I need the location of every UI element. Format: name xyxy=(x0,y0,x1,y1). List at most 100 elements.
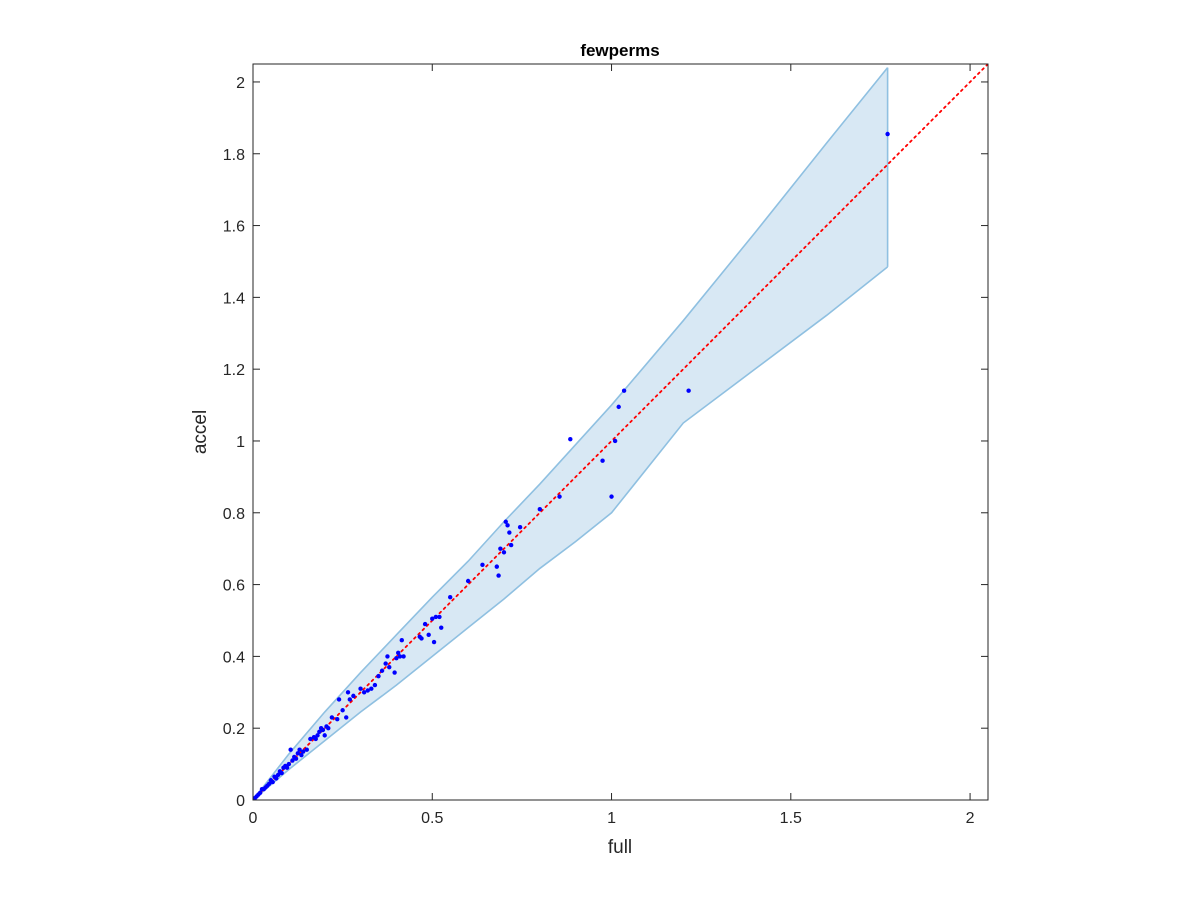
data-point xyxy=(568,436,573,442)
data-point xyxy=(496,573,501,578)
data-point xyxy=(616,404,621,410)
data-point xyxy=(465,578,471,584)
data-point xyxy=(437,614,442,620)
data-point xyxy=(501,550,507,555)
band-lower-edge xyxy=(253,266,889,800)
data-point xyxy=(433,614,439,620)
data-point xyxy=(383,661,388,666)
data-point xyxy=(347,697,353,702)
data-point xyxy=(494,564,500,569)
data-point xyxy=(361,690,367,695)
data-point xyxy=(392,670,397,675)
data-point xyxy=(480,562,485,568)
data-point xyxy=(290,758,295,763)
data-point xyxy=(358,686,363,691)
data-point xyxy=(297,747,302,752)
data-point xyxy=(293,756,299,761)
data-point xyxy=(600,458,605,463)
band-fill xyxy=(253,67,888,800)
data-point xyxy=(537,506,543,512)
data-point xyxy=(274,776,279,781)
data-point xyxy=(376,673,381,679)
axes-box xyxy=(252,63,989,801)
data-point xyxy=(270,779,275,785)
axes-layer: 0 0.5 1 1.5 2 0 0.2 0.4 0.6 0.8 1 1.2 1.4 1.6 1.8 2 xyxy=(223,63,989,827)
data-point xyxy=(507,530,512,535)
data-point xyxy=(295,751,301,756)
y-tick-label: 1.6 xyxy=(223,219,245,236)
y-tick-label: 0 xyxy=(236,793,245,810)
y-tick-label: 1 xyxy=(236,434,245,451)
data-point xyxy=(503,519,508,524)
data-point xyxy=(508,542,514,548)
data-point xyxy=(284,765,290,770)
data-point xyxy=(379,668,385,673)
data-point xyxy=(326,725,331,731)
x-tick-label: 1 xyxy=(607,810,616,827)
data-point xyxy=(365,688,370,693)
data-point xyxy=(288,747,293,752)
data-point xyxy=(304,747,309,752)
y-axis-label: accel xyxy=(190,410,211,454)
chart-title: fewperms xyxy=(580,41,659,60)
x-tick-label: 0 xyxy=(249,810,258,827)
data-point xyxy=(447,594,453,600)
data-point xyxy=(369,686,374,691)
data-point xyxy=(335,717,340,722)
data-point xyxy=(609,494,614,499)
data-point xyxy=(344,715,349,720)
data-point xyxy=(322,733,327,738)
data-point xyxy=(308,736,313,742)
data-point xyxy=(345,690,351,695)
y-tick-label: 1.2 xyxy=(223,362,245,379)
data-point xyxy=(517,524,523,530)
data-point xyxy=(317,729,322,734)
data-point xyxy=(279,770,284,776)
data-point xyxy=(329,715,335,720)
data-point xyxy=(399,638,404,643)
data-point xyxy=(351,693,356,699)
y-tick-label: 0.6 xyxy=(223,578,245,595)
data-point xyxy=(286,761,292,767)
reference-line-layer xyxy=(253,64,988,800)
data-point xyxy=(422,621,428,627)
data-point xyxy=(257,790,263,796)
data-point xyxy=(394,655,399,661)
y-tick-label: 1.8 xyxy=(223,147,245,164)
data-point xyxy=(372,682,378,688)
data-point xyxy=(426,632,431,638)
data-point xyxy=(686,388,691,393)
data-point xyxy=(431,639,437,645)
data-point xyxy=(266,781,272,787)
data-point xyxy=(439,625,444,630)
data-point xyxy=(320,727,326,733)
data-point xyxy=(336,697,342,702)
data-points-layer xyxy=(253,131,890,800)
x-axis-label: full xyxy=(608,837,632,858)
data-point xyxy=(385,654,390,659)
data-point xyxy=(401,654,406,659)
data-point xyxy=(612,438,618,444)
x-tick-label: 1.5 xyxy=(780,810,802,827)
y-tick-label: 0.8 xyxy=(223,506,245,523)
data-point xyxy=(300,749,306,754)
data-point xyxy=(315,733,320,738)
data-point xyxy=(621,388,627,393)
data-point xyxy=(885,131,890,137)
reference-line xyxy=(253,64,988,800)
data-point xyxy=(340,708,345,713)
data-point xyxy=(430,616,435,621)
data-point xyxy=(419,636,424,641)
data-point xyxy=(299,752,304,758)
y-tick-label: 1.4 xyxy=(223,290,245,307)
x-tick-label: 2 xyxy=(966,810,975,827)
y-tick-label: 2 xyxy=(236,75,245,92)
data-point xyxy=(498,546,503,551)
data-point xyxy=(397,654,403,659)
y-tick-label: 0.2 xyxy=(223,721,245,738)
data-point xyxy=(313,736,318,742)
data-point xyxy=(396,650,401,655)
data-point xyxy=(275,772,281,778)
data-point xyxy=(387,664,392,670)
